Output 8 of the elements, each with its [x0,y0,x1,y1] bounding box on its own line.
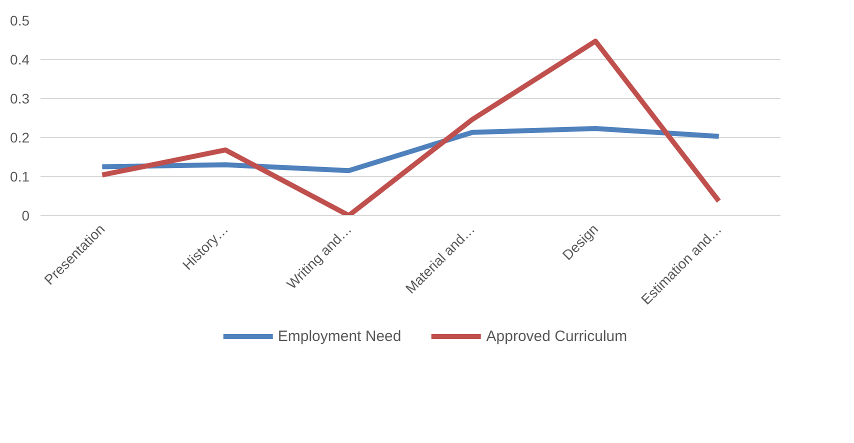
y-tick-label: 0.2 [10,130,30,146]
y-tick-label: 0.5 [10,12,30,28]
y-tick-label: 0.4 [10,52,30,68]
legend-label: Employment Need [278,328,402,344]
y-tick-label: 0.1 [10,168,30,184]
legend-label: Approved Curriculum [486,328,628,344]
y-tick-label: 0.3 [10,90,30,106]
y-tick-label: 0 [22,208,30,224]
